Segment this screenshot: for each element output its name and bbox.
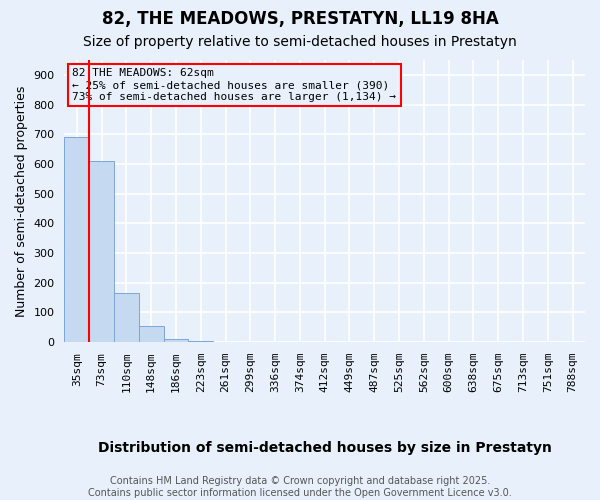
Text: 82, THE MEADOWS, PRESTATYN, LL19 8HA: 82, THE MEADOWS, PRESTATYN, LL19 8HA — [101, 10, 499, 28]
Bar — [164, 338, 188, 342]
Bar — [188, 340, 213, 342]
X-axis label: Distribution of semi-detached houses by size in Prestatyn: Distribution of semi-detached houses by … — [98, 441, 551, 455]
Text: Contains HM Land Registry data © Crown copyright and database right 2025.
Contai: Contains HM Land Registry data © Crown c… — [88, 476, 512, 498]
Bar — [139, 326, 164, 342]
Bar — [64, 137, 89, 342]
Text: Size of property relative to semi-detached houses in Prestatyn: Size of property relative to semi-detach… — [83, 35, 517, 49]
Y-axis label: Number of semi-detached properties: Number of semi-detached properties — [15, 86, 28, 317]
Bar — [89, 161, 114, 342]
Bar — [114, 293, 139, 342]
Text: 82 THE MEADOWS: 62sqm
← 25% of semi-detached houses are smaller (390)
73% of sem: 82 THE MEADOWS: 62sqm ← 25% of semi-deta… — [72, 68, 396, 102]
